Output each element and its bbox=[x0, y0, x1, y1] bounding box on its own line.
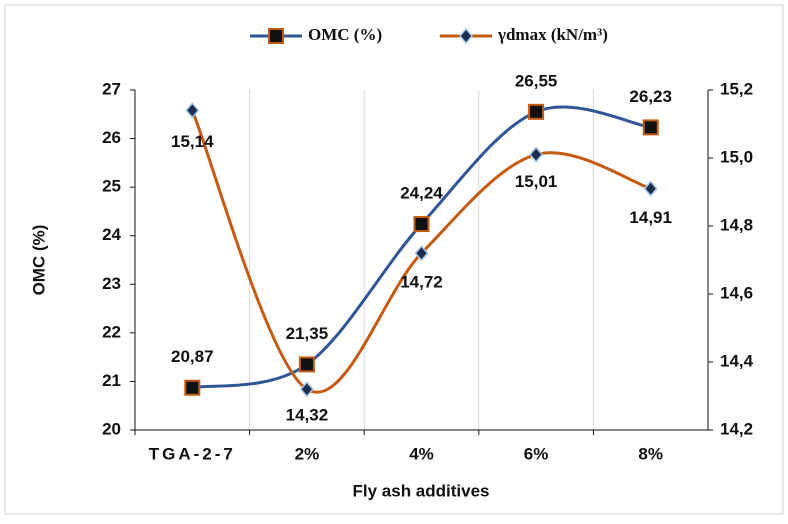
marker bbox=[185, 102, 200, 119]
y-tick-label: 24 bbox=[102, 225, 121, 244]
marker bbox=[299, 381, 314, 398]
y2-tick-label: 14,6 bbox=[720, 283, 753, 302]
y-tick-label: 27 bbox=[102, 79, 121, 98]
y-tick-label: 23 bbox=[102, 274, 121, 293]
series-line bbox=[190, 109, 652, 394]
x-tick-label: 8% bbox=[638, 444, 663, 463]
data-label: 24,24 bbox=[400, 184, 443, 203]
data-label: 14,32 bbox=[286, 406, 329, 425]
legend-label: OMC (%) bbox=[308, 25, 382, 44]
legend-label: γdmax (kN/m³) bbox=[497, 25, 608, 44]
y-tick-label: 25 bbox=[102, 177, 121, 196]
y-tick-label: 22 bbox=[102, 322, 121, 341]
y-axis-title: OMC (%) bbox=[29, 225, 48, 296]
marker bbox=[268, 28, 284, 44]
marker bbox=[413, 216, 430, 233]
x-tick-label: 6% bbox=[524, 444, 549, 463]
marker bbox=[642, 119, 659, 136]
x-tick-label: 2% bbox=[295, 444, 320, 463]
y-tick-label: 21 bbox=[102, 371, 121, 390]
data-label: 26,55 bbox=[515, 71, 558, 90]
data-label: 15,01 bbox=[515, 172, 558, 191]
x-axis-title: Fly ash additives bbox=[353, 481, 490, 500]
marker bbox=[643, 180, 658, 197]
marker bbox=[298, 356, 315, 373]
data-label: 20,87 bbox=[171, 347, 214, 366]
data-label: 14,72 bbox=[400, 273, 443, 292]
y2-tick-label: 14,8 bbox=[720, 215, 753, 234]
marker bbox=[184, 379, 201, 396]
y2-tick-label: 14,2 bbox=[720, 419, 753, 438]
x-tick-label: TGA-2-7 bbox=[149, 444, 236, 463]
x-tick-label: 4% bbox=[409, 444, 434, 463]
y2-tick-label: 15,2 bbox=[720, 79, 753, 98]
marker bbox=[459, 27, 473, 45]
data-label: 15,14 bbox=[171, 132, 214, 151]
y2-tick-label: 15,0 bbox=[720, 147, 753, 166]
marker bbox=[529, 146, 544, 163]
y2-tick-label: 14,4 bbox=[720, 351, 754, 370]
marker bbox=[414, 245, 429, 262]
data-label: 14,91 bbox=[629, 208, 672, 227]
data-label: 21,35 bbox=[286, 324, 329, 343]
y-tick-label: 26 bbox=[102, 128, 121, 147]
marker bbox=[528, 103, 545, 120]
y-tick-label: 20 bbox=[102, 419, 121, 438]
data-label: 26,23 bbox=[629, 87, 672, 106]
